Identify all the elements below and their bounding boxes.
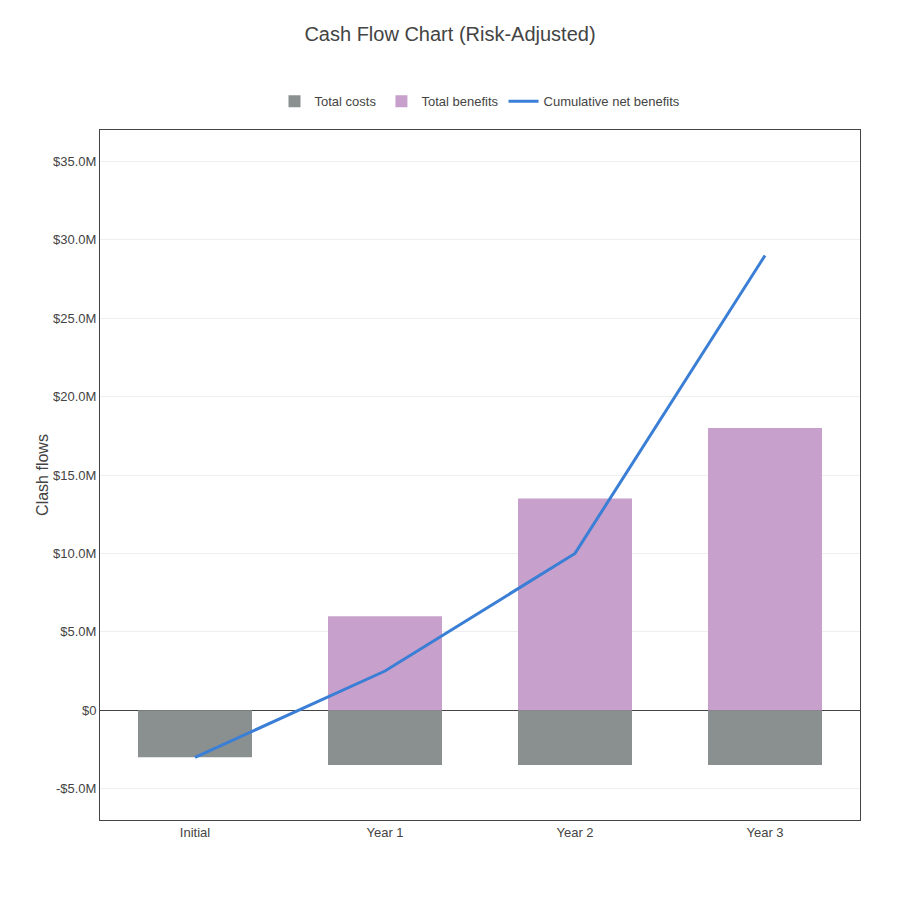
svg-text:$30.0M: $30.0M	[53, 232, 96, 247]
svg-text:Clash flows: Clash flows	[34, 434, 51, 516]
svg-text:Year 3: Year 3	[746, 825, 783, 840]
svg-text:Cash Flow Chart (Risk-Adjusted: Cash Flow Chart (Risk-Adjusted)	[304, 23, 595, 45]
svg-text:$25.0M: $25.0M	[53, 311, 96, 326]
svg-text:Cumulative net benefits: Cumulative net benefits	[544, 94, 680, 109]
svg-text:$5.0M: $5.0M	[60, 624, 96, 639]
svg-text:Total costs: Total costs	[315, 94, 377, 109]
svg-text:$0: $0	[82, 703, 96, 718]
svg-text:Year 2: Year 2	[556, 825, 593, 840]
svg-text:Year 1: Year 1	[366, 825, 403, 840]
svg-text:$20.0M: $20.0M	[53, 389, 96, 404]
svg-text:$15.0M: $15.0M	[53, 468, 96, 483]
svg-text:-$5.0M: -$5.0M	[56, 781, 96, 796]
svg-text:$10.0M: $10.0M	[53, 546, 96, 561]
svg-text:Initial: Initial	[180, 825, 210, 840]
svg-text:Total benefits: Total benefits	[421, 94, 498, 109]
svg-text:$35.0M: $35.0M	[53, 154, 96, 169]
